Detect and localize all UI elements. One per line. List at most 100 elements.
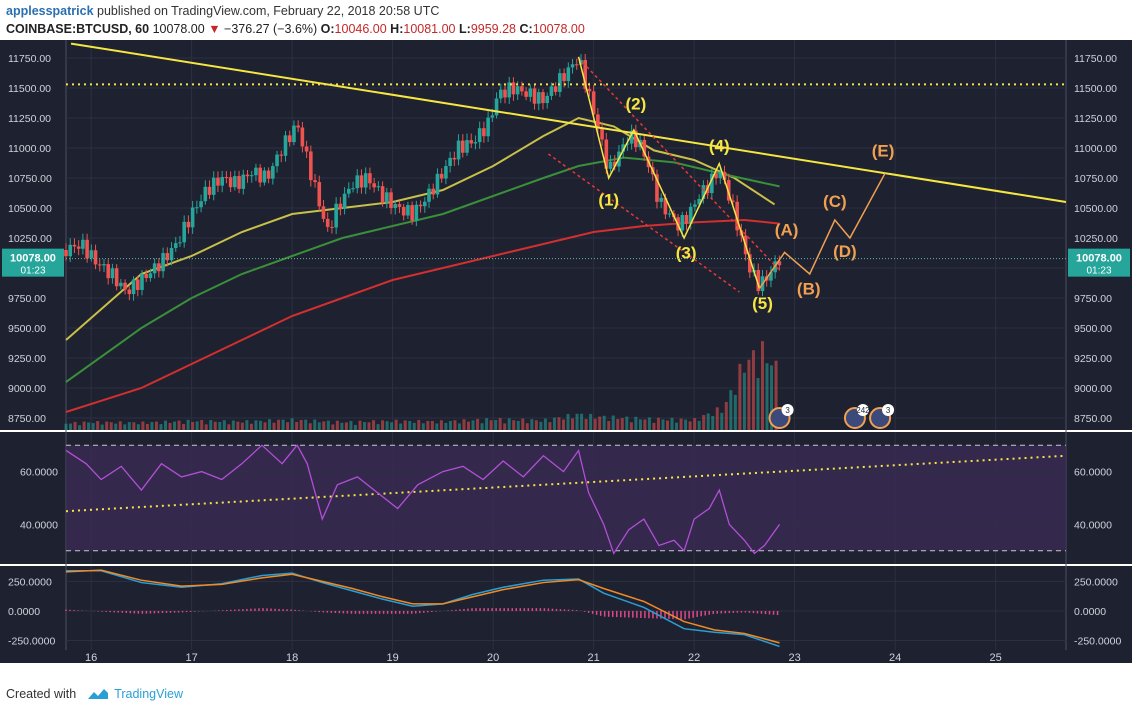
volume-bar bbox=[525, 423, 529, 430]
high-value: 10081.00 bbox=[403, 22, 456, 36]
volume-bar bbox=[742, 372, 746, 430]
candle-body bbox=[756, 269, 761, 292]
volume-bar bbox=[290, 418, 294, 430]
price-tick-right: 10500.00 bbox=[1074, 203, 1118, 215]
candle-body bbox=[604, 139, 609, 169]
candle-body bbox=[317, 182, 322, 207]
candle-body bbox=[119, 282, 123, 287]
chart-canvas[interactable]: 11750.00 11750.00 11500.00 11500.00 11250.00… bbox=[0, 38, 1132, 663]
volume-bar bbox=[652, 422, 656, 430]
volume-bar bbox=[548, 422, 552, 430]
symbol-line: COINBASE:BTCUSD, 60 10078.00 ▼ −376.27 (… bbox=[6, 22, 585, 36]
volume-bar bbox=[607, 420, 611, 430]
candle-body bbox=[553, 86, 558, 92]
candle-body bbox=[165, 253, 170, 261]
candle-body bbox=[655, 174, 659, 202]
volume-bar bbox=[539, 421, 543, 430]
candle-body bbox=[351, 188, 355, 190]
volume-bar bbox=[195, 421, 199, 430]
candle-body bbox=[667, 213, 672, 215]
candle-body bbox=[258, 167, 262, 183]
macd-tick-right: 250.0000 bbox=[1074, 576, 1118, 588]
rsi-tick-right: 40.0000 bbox=[1074, 519, 1112, 531]
last-price-label: 10078.00 bbox=[1076, 253, 1122, 265]
candle-body bbox=[338, 203, 343, 209]
candle-body bbox=[254, 167, 258, 176]
volume-bar bbox=[145, 423, 149, 430]
volume-bar bbox=[611, 415, 615, 430]
candle-body bbox=[237, 176, 241, 189]
candle-body bbox=[456, 140, 461, 160]
volume-bar bbox=[64, 423, 68, 430]
volume-bar bbox=[770, 365, 774, 430]
price-tick-right: 9000.00 bbox=[1074, 383, 1112, 395]
rsi-tick-right: 60.0000 bbox=[1074, 467, 1112, 479]
wave-label: (1) bbox=[598, 191, 619, 210]
candle-body bbox=[439, 173, 444, 179]
price-tick-left: 9750.00 bbox=[8, 293, 46, 305]
macd-tick-right: 0.0000 bbox=[1074, 606, 1106, 618]
candle-body bbox=[393, 204, 398, 208]
price-tick-right: 8750.00 bbox=[1074, 413, 1112, 425]
candle-body bbox=[726, 180, 731, 201]
volume-bar bbox=[543, 418, 547, 430]
volume-bar bbox=[367, 422, 371, 430]
wave-label: (3) bbox=[676, 243, 697, 262]
volume-bar bbox=[670, 417, 674, 430]
volume-bar bbox=[132, 422, 136, 430]
candle-body bbox=[342, 193, 347, 209]
candle-body bbox=[389, 192, 393, 208]
volume-bar bbox=[724, 401, 728, 430]
tradingview-link[interactable]: TradingView bbox=[114, 687, 183, 701]
event-count: 3 bbox=[886, 406, 891, 415]
price-tick-right: 11000.00 bbox=[1074, 143, 1117, 155]
volume-bar bbox=[706, 413, 710, 430]
candle-body bbox=[410, 205, 414, 221]
wave-label: (5) bbox=[752, 294, 773, 313]
price-tick-right: 9500.00 bbox=[1074, 323, 1112, 335]
volume-bar bbox=[647, 417, 651, 430]
candle-body bbox=[228, 177, 233, 188]
candle-body bbox=[287, 135, 292, 143]
candle-body bbox=[347, 188, 351, 194]
volume-bar bbox=[78, 425, 82, 430]
candle-body bbox=[359, 175, 364, 188]
candle-body bbox=[224, 177, 229, 179]
volume-bar bbox=[494, 419, 498, 430]
volume-bar bbox=[598, 416, 602, 430]
price-tick-left: 11000.00 bbox=[8, 143, 51, 155]
volume-bar bbox=[263, 422, 267, 430]
volume-bar bbox=[376, 424, 380, 430]
volume-bar bbox=[394, 419, 398, 430]
candle-body bbox=[503, 89, 507, 98]
candle-body bbox=[688, 206, 693, 224]
volume-bar bbox=[191, 421, 195, 430]
open-label: O: bbox=[320, 22, 335, 36]
volume-bar bbox=[747, 359, 751, 430]
author-name[interactable]: applesspatrick bbox=[6, 4, 94, 18]
volume-bar bbox=[91, 423, 95, 430]
candle-body bbox=[583, 59, 587, 89]
volume-bar bbox=[258, 420, 262, 430]
volume-bar bbox=[571, 418, 575, 430]
candle-body bbox=[131, 279, 136, 295]
volume-bar bbox=[390, 422, 394, 430]
rsi-line bbox=[65, 444, 781, 555]
price-tick-left: 10250.00 bbox=[8, 233, 52, 245]
candle-body bbox=[579, 59, 583, 65]
candle-body bbox=[64, 250, 68, 257]
volume-bar bbox=[177, 420, 181, 430]
candle-body bbox=[173, 243, 178, 249]
candle-body bbox=[296, 125, 300, 128]
candle-body bbox=[625, 143, 630, 145]
moving-average-0 bbox=[65, 116, 776, 341]
candle-body bbox=[507, 82, 512, 98]
volume-bar bbox=[512, 420, 516, 430]
macd-tick-left: 0.0000 bbox=[8, 606, 40, 618]
candle-body bbox=[524, 91, 528, 97]
candle-body bbox=[422, 201, 427, 207]
candle-body bbox=[380, 186, 385, 203]
volume-bar bbox=[638, 419, 642, 430]
volume-bar bbox=[105, 421, 109, 430]
volume-bar bbox=[295, 421, 299, 430]
